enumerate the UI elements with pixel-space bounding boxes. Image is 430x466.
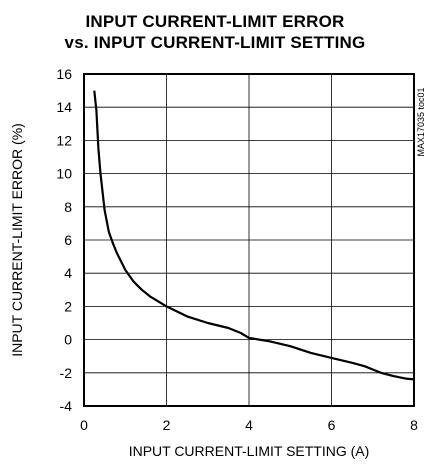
y-tick-label: 14 — [56, 99, 72, 115]
plot-frame — [83, 73, 415, 407]
x-tick-label: 8 — [410, 417, 418, 433]
x-tick-labels: 0 2 4 6 8 — [80, 417, 418, 433]
y-tick-label: 10 — [56, 166, 72, 182]
y-tick-label: 8 — [64, 199, 72, 215]
figure-code-label: MAX17035 toc01 — [416, 87, 426, 156]
y-tick-labels: -4 -2 0 2 4 6 8 10 12 14 16 — [56, 66, 72, 414]
y-tick-label: 2 — [64, 298, 72, 314]
chart-title-line2: vs. INPUT CURRENT-LIMIT SETTING — [64, 33, 366, 52]
x-tick-label: 6 — [328, 417, 336, 433]
x-tick-label: 4 — [245, 417, 253, 433]
grid-lines — [83, 73, 415, 407]
series-line — [93, 90, 415, 381]
y-tick-label: 6 — [64, 232, 72, 248]
y-tick-label: -4 — [60, 398, 73, 414]
y-tick-label: 0 — [64, 332, 72, 348]
y-axis-label: INPUT CURRENT-LIMIT ERROR (%) — [9, 123, 25, 357]
y-tick-label: 4 — [64, 265, 72, 281]
x-tick-label: 0 — [80, 417, 88, 433]
y-tick-label: -2 — [60, 365, 73, 381]
x-axis-label: INPUT CURRENT-LIMIT SETTING (A) — [129, 443, 370, 459]
y-tick-label: 16 — [56, 66, 72, 82]
x-tick-label: 2 — [163, 417, 171, 433]
y-tick-label: 12 — [56, 132, 72, 148]
chart-title-line1: INPUT CURRENT-LIMIT ERROR — [85, 12, 345, 31]
